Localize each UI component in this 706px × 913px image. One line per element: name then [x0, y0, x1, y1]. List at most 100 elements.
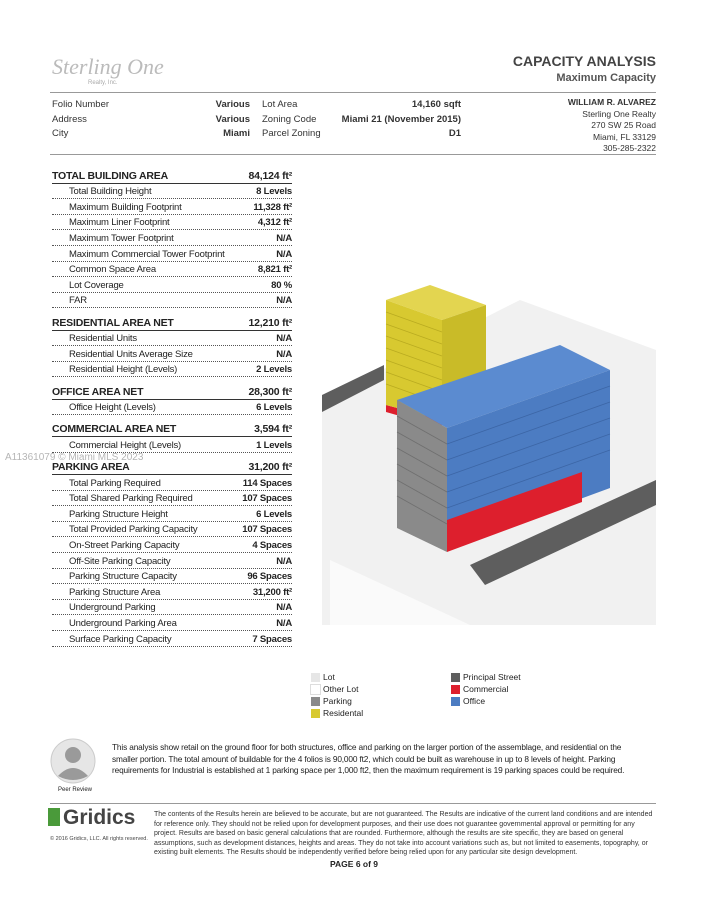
table-row: Residential Units N/A [52, 331, 292, 347]
row-label: Residential Units [69, 333, 137, 345]
legend-swatch [451, 673, 460, 682]
table-row: Underground Parking Area N/A [52, 615, 292, 631]
section-gap [52, 377, 292, 384]
row-label: Maximum Liner Footprint [69, 217, 170, 229]
table-row: Total Parking Required 114 Spaces [52, 475, 292, 491]
section-value: 84,124 ft² [248, 169, 292, 182]
info-cell: Parcel Zoning [262, 128, 321, 139]
description: This analysis show retail on the ground … [112, 742, 625, 775]
brand-icon [48, 808, 60, 826]
row-label: Total Parking Required [69, 477, 161, 489]
section-header: RESIDENTIAL AREA NET 12,210 ft² [52, 315, 292, 331]
disclaimer: The contents of the Results herein are b… [154, 811, 653, 856]
row-label: On-Street Parking Capacity [69, 540, 180, 552]
section-header: PARKING AREA 31,200 ft² [52, 459, 292, 476]
row-label: Residential Units Average Size [69, 348, 193, 360]
legend-swatch [310, 684, 321, 695]
table-row: Residential Height (Levels) 2 Levels [52, 362, 292, 378]
table-row: Total Building Height 8 Levels [52, 184, 292, 200]
info-cell: Various [215, 113, 250, 125]
row-label: Maximum Building Footprint [69, 201, 182, 213]
row-label: Underground Parking [69, 602, 156, 614]
table-row: Maximum Building Footprint 11,328 ft² [52, 199, 292, 215]
section-title: RESIDENTIAL AREA NET [52, 316, 174, 329]
section-value: 12,210 ft² [248, 316, 292, 329]
table-row: On-Street Parking Capacity 4 Spaces [52, 537, 292, 554]
info-cell: Various [215, 99, 250, 110]
rule [50, 92, 656, 93]
row-value: 1 Levels [256, 439, 292, 451]
logo: Sterling One [52, 54, 164, 79]
row-value: N/A [276, 555, 292, 567]
section-title: PARKING AREA [52, 461, 130, 474]
legend-label: Principal Street [463, 672, 521, 682]
table-row: Underground Parking N/A [52, 600, 292, 616]
table-row: Total Provided Parking Capacity 107 Space… [52, 522, 292, 538]
row-label: Lot Coverage [69, 279, 124, 291]
legend-swatch [311, 709, 320, 718]
section-title: COMMERCIAL AREA NET [52, 423, 177, 436]
info-cell: Zoning Code [262, 113, 317, 125]
section-value: 3,594 ft² [254, 423, 292, 436]
row-label: Surface Parking Capacity [69, 633, 172, 645]
row-value: 2 Levels [256, 364, 292, 376]
table-row: Surface Parking Capacity 7 Spaces [52, 631, 292, 647]
info-cell: Lot Area [262, 99, 298, 110]
contact-line: 305-285-2322 [603, 143, 656, 153]
row-label: Total Provided Parking Capacity [69, 524, 198, 536]
legend-label: Commercial [463, 684, 509, 694]
row-label: Residential Height (Levels) [69, 364, 178, 376]
row-value: 107 Spaces [242, 524, 292, 536]
page-number: PAGE 6 of 9 [330, 859, 379, 869]
row-label: Total Shared Parking Required [69, 493, 193, 505]
info-cell: Miami [223, 128, 250, 139]
row-value: N/A [276, 602, 292, 614]
row-label: Office Height (Levels) [69, 402, 156, 414]
info-cell: Address [52, 113, 87, 125]
info-cell: D1 [448, 128, 461, 139]
table-row: Common Space Area 8,821 ft² [52, 262, 292, 278]
capacity-table: TOTAL BUILDING AREA 84,124 ft² Total Build… [52, 168, 292, 647]
peer-review-label: Peer Review [58, 787, 93, 793]
row-value: 31,200 ft² [252, 586, 292, 598]
row-value: 4,312 ft² [257, 217, 292, 229]
massing-illustration [322, 285, 656, 625]
row-value: N/A [276, 618, 292, 629]
legend-swatch [451, 685, 460, 694]
table-row: Office Height (Levels) 6 Levels [52, 400, 292, 416]
legend-label: Residental [323, 708, 364, 718]
row-value: 8,821 ft² [257, 264, 292, 276]
table-row: FAR N/A [52, 293, 292, 309]
row-value: 6 Levels [256, 508, 292, 520]
table-row: Parking Structure Area 31,200 ft² [52, 584, 292, 600]
section-gap [52, 415, 292, 422]
copyright: © 2016 Gridics, LLC. All rights reserved… [50, 836, 148, 842]
legend-swatch [451, 697, 460, 706]
section-title: TOTAL BUILDING AREA [52, 169, 168, 182]
row-value: 11,328 ft² [253, 201, 292, 213]
contact-line: WILLIAM R. ALVAREZ [567, 97, 656, 107]
legend-label: Lot [323, 672, 335, 682]
section-header: COMMERCIAL AREA NET 3,594 ft² [52, 422, 292, 438]
table-row: Maximum Commercial Tower Footprint N/A [52, 246, 292, 262]
row-value: 114 Spaces [242, 477, 292, 489]
row-label: Parking Structure Capacity [69, 571, 177, 583]
logo-sub: Realty, Inc. [88, 80, 118, 86]
row-label: FAR [69, 295, 87, 307]
title: CAPACITY ANALYSIS [512, 53, 656, 69]
row-label: Parking Structure Area [69, 586, 161, 598]
row-value: N/A [276, 333, 292, 345]
table-row: Total Shared Parking Required 107 Spaces [52, 491, 292, 507]
rule [50, 154, 656, 155]
row-value: 6 Levels [256, 402, 292, 414]
legend-label: Other Lot [323, 684, 359, 694]
legend-swatch [311, 697, 320, 706]
row-label: Commercial Height (Levels) [69, 439, 182, 451]
contact-line: 270 SW 25 Road [591, 120, 656, 130]
row-value: 107 Spaces [242, 493, 292, 505]
section-header: OFFICE AREA NET 28,300 ft² [52, 384, 292, 400]
legend-label: Parking [323, 696, 352, 706]
subtitle: Maximum Capacity [556, 72, 656, 84]
info-cell: Miami 21 (November 2015) [341, 113, 461, 125]
